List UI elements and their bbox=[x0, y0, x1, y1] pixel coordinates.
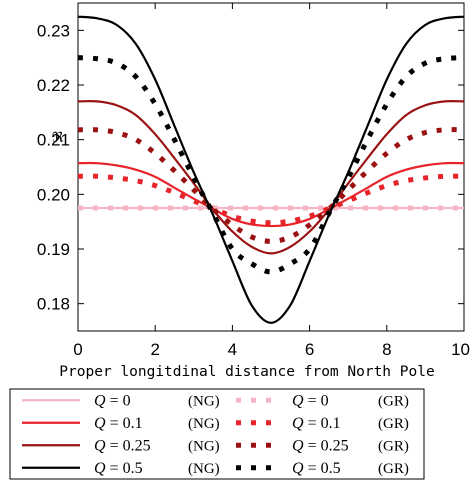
legend-tag-ng: (NG) bbox=[188, 438, 220, 454]
legend-q-value: = 0 bbox=[304, 392, 329, 409]
legend-tag-gr: (GR) bbox=[378, 416, 409, 432]
plot-frame bbox=[77, 2, 465, 332]
legend-q-symbol: Q bbox=[292, 437, 304, 454]
legend-label-gr: Q = 0.5 bbox=[292, 460, 341, 477]
y-axis-label: ℜ bbox=[52, 130, 64, 146]
y-tick-label: 0.23 bbox=[37, 21, 70, 40]
legend-tag-gr: (GR) bbox=[378, 393, 409, 409]
legend-q-symbol: Q bbox=[94, 415, 106, 432]
y-axis-ticks: 0.18 0.19 0.20 0.21 0.22 0.23 bbox=[37, 21, 464, 314]
legend-q-value: = 0 bbox=[106, 392, 131, 409]
legend-q-value: = 0.1 bbox=[304, 415, 341, 432]
legend-label-ng: Q = 0.1 bbox=[94, 415, 143, 432]
x-axis-label: Proper longitdinal distance from North P… bbox=[59, 364, 434, 380]
legend-q-symbol: Q bbox=[292, 415, 304, 432]
legend-q-value: = 0.25 bbox=[106, 437, 151, 454]
legend-tag-ng: (NG) bbox=[188, 416, 220, 432]
legend-label-gr: Q = 0.1 bbox=[292, 415, 341, 432]
legend-frame bbox=[9, 388, 425, 480]
legend-q-value: = 0.1 bbox=[106, 415, 143, 432]
series-layer bbox=[77, 15, 465, 324]
legend-q-value: = 0.25 bbox=[304, 437, 349, 454]
legend-q-symbol: Q bbox=[94, 460, 106, 477]
x-axis-ticks: 0 2 4 6 8 10 bbox=[73, 3, 470, 359]
series-line-4 bbox=[77, 100, 465, 255]
legend-q-symbol: Q bbox=[94, 437, 106, 454]
legend: Q = 0 (NG) Q = 0 (GR) Q = 0.1 (NG) Q = 0.1 (GR)… bbox=[9, 388, 425, 480]
legend-label-gr: Q = 0.25 bbox=[292, 437, 349, 454]
legend-label-ng: Q = 0.5 bbox=[94, 460, 143, 477]
series-line-2 bbox=[77, 161, 465, 228]
plot-area: 0.18 0.19 0.20 0.21 0.22 0.23 0 2 4 6 8 10 bbox=[37, 2, 470, 359]
y-tick-label: 0.18 bbox=[37, 295, 70, 314]
x-tick-label: 2 bbox=[150, 340, 159, 359]
y-tick-label: 0.21 bbox=[37, 131, 70, 150]
legend-q-value: = 0.5 bbox=[304, 460, 341, 477]
legend-tag-ng: (NG) bbox=[188, 461, 220, 477]
series-line-6 bbox=[77, 15, 465, 324]
series-line-5 bbox=[77, 127, 465, 244]
y-tick-label: 0.20 bbox=[37, 185, 70, 204]
legend-label-ng: Q = 0.25 bbox=[94, 437, 151, 454]
x-tick-label: 6 bbox=[305, 340, 314, 359]
y-tick-label: 0.22 bbox=[37, 76, 70, 95]
legend-q-value: = 0.5 bbox=[106, 460, 143, 477]
series-line-7 bbox=[77, 55, 465, 275]
legend-tag-gr: (GR) bbox=[378, 461, 409, 477]
y-tick-label: 0.19 bbox=[37, 240, 70, 259]
legend-label-gr: Q = 0 bbox=[292, 392, 329, 409]
x-tick-label: 10 bbox=[451, 340, 470, 359]
legend-q-symbol: Q bbox=[292, 392, 304, 409]
x-tick-label: 0 bbox=[73, 340, 82, 359]
series-line-3 bbox=[77, 173, 465, 226]
x-tick-label: 4 bbox=[228, 340, 237, 359]
legend-q-symbol: Q bbox=[94, 392, 106, 409]
legend-tag-gr: (GR) bbox=[378, 438, 409, 454]
legend-tag-ng: (NG) bbox=[188, 393, 220, 409]
x-tick-label: 8 bbox=[382, 340, 391, 359]
legend-q-symbol: Q bbox=[292, 460, 304, 477]
legend-label-ng: Q = 0 bbox=[94, 392, 131, 409]
